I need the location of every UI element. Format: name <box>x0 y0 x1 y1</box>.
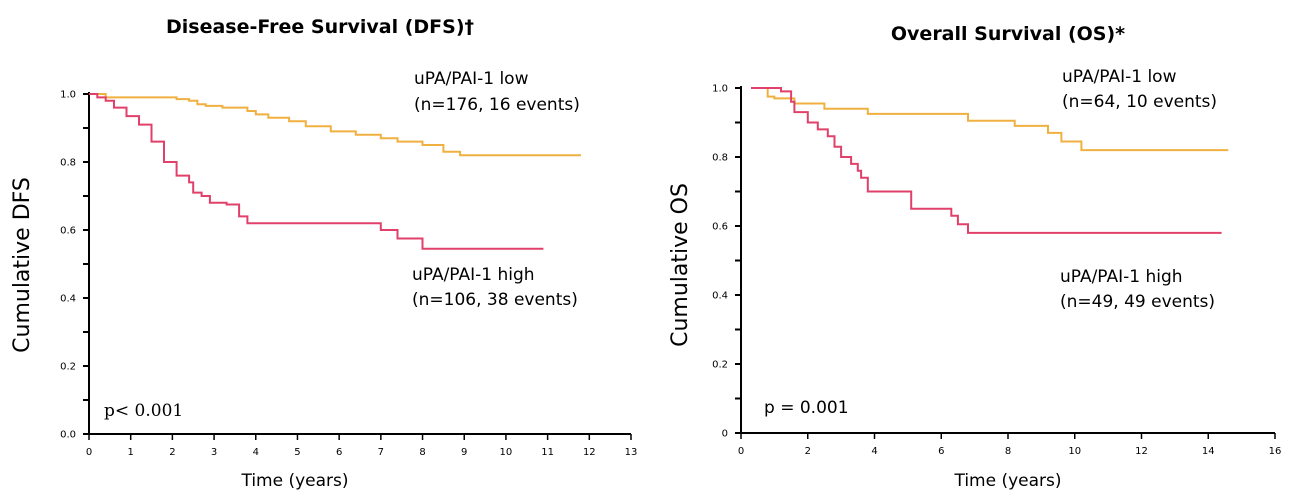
chart-dfs-x-label: Time (years) <box>240 471 348 491</box>
chart-os-x-tick-label: 4 <box>871 446 877 457</box>
chart-dfs-x-tick-label: 12 <box>583 447 596 458</box>
chart-dfs-high-name: uPA/PAI-1 high <box>412 265 535 285</box>
chart-dfs-pvalue: p< 0.001 <box>104 401 183 421</box>
chart-os-pvalue: p = 0.001 <box>764 398 849 418</box>
chart-dfs-plot <box>89 93 581 250</box>
chart-os-y-tick-label: 0.2 <box>712 360 728 371</box>
chart-dfs-x-tick-label: 10 <box>500 447 513 458</box>
chart-dfs-x-tick-label: 6 <box>336 447 342 458</box>
chart-os-y-tick-label: 0.6 <box>712 222 728 233</box>
chart-os-y-axis: 0 0.2 0.4 0.6 0.8 1.0 <box>712 84 742 440</box>
chart-dfs-title: Disease-Free Survival (DFS)† <box>166 16 474 38</box>
chart-os-x-tick-label: 6 <box>938 446 944 457</box>
chart-dfs-x-tick-label: 2 <box>169 447 175 458</box>
chart-dfs-x-tick-label: 3 <box>211 447 217 458</box>
chart-os-low-name: uPA/PAI-1 low <box>1062 67 1177 87</box>
chart-dfs-x-tick-label: 9 <box>461 447 467 458</box>
chart-dfs-low-detail: (n=176, 16 events) <box>414 95 580 115</box>
chart-dfs-x-tick-label: 1 <box>128 447 134 458</box>
chart-os-y-label: Cumulative OS <box>668 183 693 347</box>
chart-os-x-label: Time (years) <box>953 471 1061 491</box>
chart-os-series-high <box>751 87 1222 234</box>
chart-dfs-y-tick-label: 0.8 <box>60 158 76 169</box>
chart-os: Overall Survival (OS)* 00.20.40.60.81.0 … <box>668 23 1281 491</box>
chart-os-y-tick-label: 0.4 <box>712 291 728 302</box>
chart-dfs-series-low <box>89 93 581 157</box>
chart-os-plot <box>751 87 1229 234</box>
chart-dfs-y-tick-label: 0.6 <box>60 226 76 237</box>
chart-dfs-x-tick-label: 13 <box>625 447 638 458</box>
chart-os-series-low <box>751 87 1229 152</box>
chart-dfs-x-axis: 0 1 2 3 4 5 6 7 8 9 10 11 12 13 <box>86 433 638 458</box>
chart-os-title: Overall Survival (OS)* <box>891 23 1125 45</box>
chart-dfs-y-label: Cumulative DFS <box>10 177 35 353</box>
chart-os-x-tick-label: 14 <box>1202 446 1215 457</box>
chart-os-x-tick-label: 10 <box>1068 446 1081 457</box>
chart-os-high-detail: (n=49, 49 events) <box>1060 292 1215 312</box>
chart-dfs-x-tick-label: 8 <box>419 447 425 458</box>
chart-dfs-high-detail: (n=106, 38 events) <box>412 290 578 310</box>
chart-os-high-name: uPA/PAI-1 high <box>1060 267 1183 287</box>
chart-dfs-x-tick-label: 4 <box>253 447 259 458</box>
chart-os-low-detail: (n=64, 10 events) <box>1062 92 1217 112</box>
chart-dfs-series-high <box>89 93 544 250</box>
chart-os-x-tick-label: 0 <box>738 446 744 457</box>
chart-os-x-tick-label: 8 <box>1005 446 1011 457</box>
chart-os-y-tick-label: 0.8 <box>712 153 728 164</box>
chart-dfs-y-tick-label: 0.4 <box>60 294 76 305</box>
chart-dfs-y-tick-label: 0.0 <box>60 430 76 441</box>
chart-os-x-tick-label: 16 <box>1269 446 1282 457</box>
chart-dfs-x-tick-label: 7 <box>378 447 384 458</box>
chart-os-y-tick-label: 0 <box>722 429 728 440</box>
chart-dfs-y-axis: 0.0 0.2 0.4 0.6 0.8 1.0 <box>60 90 90 441</box>
chart-dfs: Disease-Free Survival (DFS)† 0.00.20.40.… <box>10 16 637 491</box>
chart-dfs-y-tick-label: 0.2 <box>60 362 76 373</box>
chart-dfs-low-name: uPA/PAI-1 low <box>414 69 529 89</box>
chart-dfs-x-tick-label: 0 <box>86 447 92 458</box>
chart-os-x-tick-label: 2 <box>805 446 811 457</box>
chart-dfs-x-tick-label: 11 <box>541 447 554 458</box>
chart-os-y-tick-label: 1.0 <box>712 84 728 95</box>
chart-dfs-x-tick-label: 5 <box>294 447 300 458</box>
chart-dfs-y-tick-label: 1.0 <box>60 90 76 101</box>
chart-os-x-axis: 0 2 4 6 8 10 12 14 16 <box>738 432 1282 457</box>
chart-os-x-tick-label: 12 <box>1135 446 1148 457</box>
